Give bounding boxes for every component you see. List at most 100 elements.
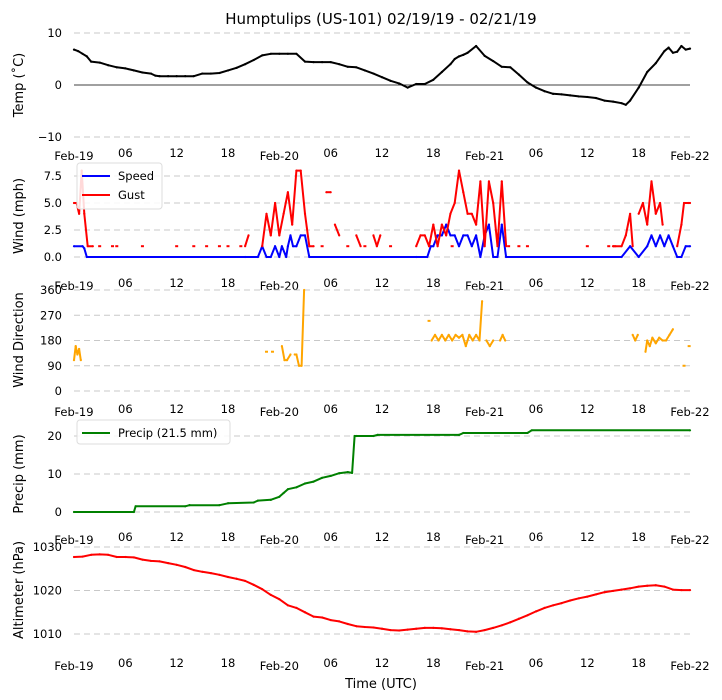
x-tick-label: 06 [118,656,133,670]
data-point [492,59,495,63]
data-point [380,627,384,630]
data-point [90,553,93,556]
data-point [154,74,157,77]
data-point [487,180,491,183]
data-point [295,486,298,489]
data-point [415,245,418,248]
data-point [312,480,315,483]
data-point [492,255,495,259]
data-point [303,60,307,63]
data-point [433,333,437,336]
data-point [479,255,482,259]
data-point [440,223,443,226]
data-point [620,245,623,248]
x-tick-label: 06 [323,146,338,160]
legend: Speed Gust [76,162,163,210]
x-tick-label: 06 [529,402,544,416]
data-point [346,471,349,474]
data-point [461,333,464,336]
data-point [453,57,456,61]
data-point [423,234,426,237]
series-line [74,223,690,258]
series-line [73,45,691,106]
y-tick-label: 1020 [33,584,62,598]
data-point [321,476,324,479]
data-point [466,630,469,633]
y-tick-label: 0.0 [44,250,62,264]
x-tick-label: 06 [323,402,338,416]
data-point [419,234,422,237]
data-point [295,245,298,248]
data-point [107,553,110,556]
data-point [646,339,649,342]
y-axis-label: Altimeter (hPa) [12,541,27,639]
series-gust [72,169,692,248]
data-point [475,44,478,48]
data-point [663,585,666,588]
data-point [278,52,281,55]
data-point [483,628,486,632]
data-point [449,63,452,66]
data-point [661,223,664,226]
data-point [611,589,615,593]
x-tick-label: 06 [323,656,338,670]
data-point [209,572,212,575]
panel-wind: 0.0 2.5 5.0 7.5 Wind (mph) Feb-19 06 12 18 Feb-20… [12,162,710,293]
data-point [552,92,555,95]
data-point [325,191,328,194]
data-point [265,212,268,215]
x-tick-label: 18 [631,656,646,670]
data-point [295,353,298,356]
data-point [427,245,431,248]
y-axis-label: Precip (mm) [12,434,27,513]
data-point [646,584,649,587]
data-point [624,103,627,106]
data-point [285,255,288,259]
data-point [72,510,76,514]
series-altimeter [72,553,692,633]
data-point [282,212,285,215]
data-point [577,597,580,600]
data-point [560,93,563,96]
data-point [457,169,461,172]
data-point [85,55,88,58]
chart-title: Humptulips (US-101) 02/19/19 - 02/21/19 [225,10,536,28]
data-point [329,618,332,622]
data-point [688,429,692,432]
data-point [291,223,294,226]
data-point [631,245,634,248]
x-tick-label: Feb-20 [260,533,299,547]
data-point [278,234,281,237]
data-point [303,288,306,292]
data-point [586,95,589,99]
data-point [256,255,260,259]
data-point [496,245,499,248]
data-point [252,501,255,504]
data-point [415,627,418,630]
x-tick-label: Feb-22 [670,279,709,293]
data-point [507,245,511,248]
x-tick-label: 18 [631,276,646,290]
data-point [209,72,212,75]
y-tick-label: 7.5 [44,169,62,183]
x-tick-label: Feb-21 [465,659,504,673]
data-point [509,66,512,69]
data-point [184,505,187,508]
data-point [333,223,337,226]
data-point [338,63,341,66]
x-tick-label: 12 [580,402,595,416]
data-point [526,614,529,617]
data-point [560,602,563,605]
data-point [543,90,546,93]
data-point [380,76,384,79]
data-point [569,94,572,97]
data-point [654,584,657,587]
data-point [651,336,654,339]
x-tick-label: 18 [426,276,441,290]
legend-box [76,419,231,445]
series-line [372,235,382,248]
data-point [437,339,440,342]
data-point [398,629,401,632]
series-precip-21-5-mm- [72,429,692,514]
data-point [389,628,392,632]
